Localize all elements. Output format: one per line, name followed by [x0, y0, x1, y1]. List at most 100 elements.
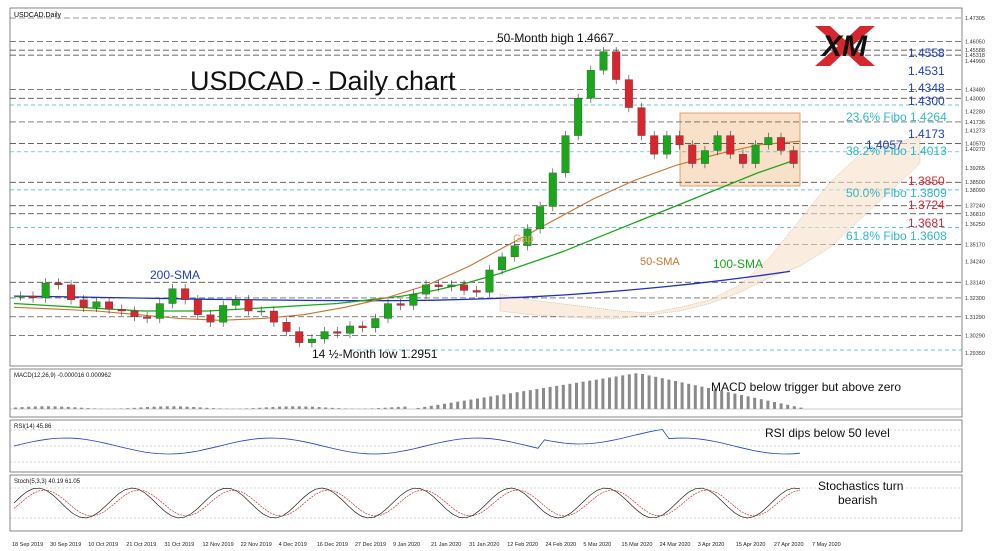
- macd-bar: [159, 406, 163, 409]
- price-tick: 1.35170: [965, 242, 985, 248]
- horizontal-levels: [10, 17, 962, 351]
- macd-bar: [205, 407, 209, 409]
- macd-bar: [713, 389, 717, 409]
- date-tick: 31 Jan 2020: [469, 542, 499, 548]
- indicator-lines: [13, 140, 801, 321]
- macd-bar: [773, 402, 776, 409]
- price-tick: 1.47305: [965, 16, 985, 22]
- price-tick: 1.38090: [965, 188, 985, 194]
- macd-bar: [759, 399, 763, 409]
- candle-body: [574, 98, 583, 136]
- macd-bar: [469, 399, 473, 409]
- level-label: 1.4348: [908, 81, 945, 95]
- xm-logo: XM: [815, 26, 875, 66]
- stoch-annotation-line1: Stochastics turn: [818, 479, 903, 493]
- macd-bar: [693, 385, 697, 409]
- candle-body: [688, 144, 697, 164]
- macd-bar: [291, 406, 295, 409]
- macd-bar: [436, 404, 440, 409]
- price-tick: 1.41273: [965, 128, 985, 134]
- macd-bar: [192, 407, 196, 409]
- macd-bar: [264, 407, 268, 409]
- macd-bar: [146, 407, 149, 409]
- date-axis-ticks: 18 Sep 2019 30 Sep 2019 10 Oct 2019 21 Oct …: [12, 542, 841, 548]
- macd-bar: [594, 379, 598, 409]
- date-tick: 9 Jan 2020: [393, 542, 420, 548]
- sub-indicators: [10, 373, 962, 519]
- macd-bar: [449, 402, 453, 409]
- macd-bar: [489, 396, 493, 409]
- ichimoku-cloud: [499, 135, 921, 319]
- candle-body: [193, 299, 202, 315]
- price-tick: 1.38500: [965, 180, 985, 186]
- candle-body: [536, 206, 545, 230]
- price-tick: 1.32300: [965, 296, 985, 302]
- price-tick: 1.46050: [965, 39, 985, 45]
- macd-bar: [317, 407, 321, 409]
- macd-bar: [641, 374, 644, 409]
- price-tick: 1.30290: [965, 333, 985, 339]
- macd-bar: [179, 406, 182, 409]
- macd-bar: [278, 406, 281, 409]
- macd-bar: [654, 376, 658, 409]
- candle-body: [257, 310, 266, 313]
- stoch-k-line: [13, 487, 801, 519]
- date-tick: 16 Dec 2019: [317, 542, 348, 548]
- level-label: 1.3850: [908, 174, 945, 188]
- candle-body: [434, 284, 443, 287]
- symbol-label: USDCAD,Daily: [14, 12, 62, 19]
- level-label: 1.4173: [908, 127, 945, 141]
- candle-body: [751, 144, 760, 164]
- candle-body: [650, 135, 659, 155]
- candle-body: [105, 301, 114, 310]
- macd-bar: [311, 406, 314, 409]
- candle-body: [181, 288, 190, 300]
- macd-bar: [515, 392, 519, 409]
- candlesticks: [16, 46, 798, 348]
- candle-body: [726, 135, 735, 155]
- candle-body: [396, 303, 405, 306]
- date-tick: 24 Feb 2020: [545, 542, 576, 548]
- macd-bar: [218, 408, 222, 409]
- price-tick: 1.33140: [965, 280, 985, 286]
- candle-body: [41, 282, 50, 299]
- macd-bar: [495, 395, 499, 409]
- candle-body: [244, 299, 253, 312]
- sma50-annotation: 50-SMA: [640, 256, 680, 268]
- macd-bar: [212, 408, 215, 409]
- sma50-line: [13, 140, 801, 321]
- macd-bar: [561, 384, 565, 409]
- macd-bar: [324, 407, 328, 409]
- macd-panel-label: MACD(12,26,9) -0.000016 0.000962: [14, 373, 112, 379]
- macd-bar: [720, 390, 724, 409]
- candle-body: [586, 70, 595, 99]
- date-tick: 27 Apr 2020: [774, 542, 804, 548]
- candle-body: [447, 284, 456, 287]
- candle-body: [422, 284, 430, 295]
- macd-bar: [700, 386, 704, 409]
- macd-bar: [337, 408, 341, 409]
- date-tick: 21 Jan 2020: [431, 542, 461, 548]
- candle-body: [789, 150, 798, 164]
- price-tick: 1.40270: [965, 147, 985, 153]
- price-tick: 1.45588: [965, 48, 985, 54]
- level-label: 1.4057: [866, 138, 903, 152]
- macd-bar: [27, 406, 31, 409]
- macd-bar: [476, 398, 479, 409]
- sma100-annotation: 100-SMA: [713, 257, 763, 271]
- candle-body: [282, 322, 291, 332]
- macd-bar: [20, 407, 24, 409]
- macd-bar: [383, 407, 387, 409]
- level-label: 23.6% Fibo 1.4264: [846, 110, 947, 124]
- macd-bar: [726, 392, 730, 409]
- macd-bar: [740, 395, 743, 409]
- macd-bar: [271, 406, 275, 409]
- date-tick: 12 Nov 2019: [202, 542, 233, 548]
- candle-body: [460, 284, 469, 291]
- low-annotation: 14 ½-Month low 1.2951: [312, 347, 438, 361]
- macd-bar: [60, 406, 64, 409]
- price-tick: 1.37240: [965, 204, 985, 210]
